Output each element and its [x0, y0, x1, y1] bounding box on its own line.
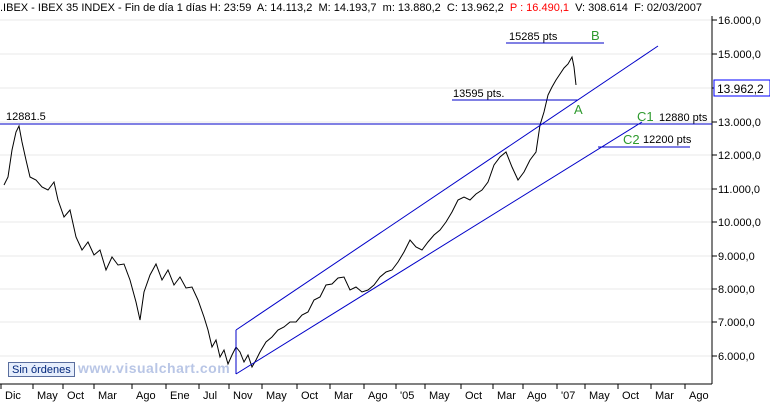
- top-level-label: 15285 pts: [509, 31, 558, 43]
- x-tick-label: Ago: [689, 390, 709, 402]
- x-tick-label: Nov: [233, 390, 253, 402]
- prev-value: P : 16.490,1: [509, 2, 569, 14]
- x-tick-label: Mar: [655, 390, 674, 402]
- c2-value-label: 12200 pts: [643, 134, 692, 146]
- x-tick-label: May: [37, 390, 58, 402]
- x-tick-label: May: [266, 390, 287, 402]
- high-value: M: 14.193,7: [318, 2, 377, 14]
- x-tick-label: Ago: [368, 390, 388, 402]
- date-value: F: 02/03/2007: [634, 2, 702, 14]
- c1-letter: C1: [637, 109, 654, 124]
- x-tick-label: Mar: [98, 390, 117, 402]
- order-status-button[interactable]: Sin órdenes: [8, 362, 75, 377]
- watermark-text: www.visualchart.com: [78, 360, 231, 376]
- open-value: A: 14.113,2: [256, 2, 313, 14]
- channel-upper-line: [235, 45, 659, 331]
- x-tick-label: Dic: [5, 390, 21, 402]
- x-tick-label: Ene: [170, 390, 190, 402]
- y-tick-label: 6.000,0: [718, 351, 755, 363]
- hour-value: H: 23:59: [209, 2, 252, 14]
- y-tick-label: 16.000,0: [718, 15, 761, 27]
- quote-header: .IBEX - IBEX 35 INDEX - Fin de día 1 día…: [0, 2, 702, 14]
- x-tick-label: Oct: [67, 390, 84, 402]
- y-tick-label: 10.000,0: [718, 217, 761, 229]
- y-tick-label: 13.000,0: [718, 117, 761, 129]
- y-tick-label: 8.000,0: [718, 284, 755, 296]
- channel-lower-line: [235, 121, 643, 375]
- x-tick-label: Oct: [465, 390, 482, 402]
- current-value-box: [713, 79, 770, 97]
- resistance-label: 12881.5: [6, 111, 46, 123]
- x-tick-label: '05: [400, 390, 414, 402]
- low-value: m: 13.880,2: [382, 2, 441, 14]
- x-tick-label: Mar: [497, 390, 516, 402]
- index-name: IBEX 35 INDEX: [37, 2, 115, 14]
- volume-value: V: 308.614: [575, 2, 628, 14]
- y-tick-label: 11.000,0: [718, 184, 760, 196]
- symbol-label: .IBEX: [0, 2, 29, 14]
- c2-letter: C2: [623, 132, 640, 147]
- x-tick-label: May: [429, 390, 450, 402]
- x-tick-label: May: [589, 390, 610, 402]
- x-tick-label: Jul: [203, 390, 217, 402]
- x-tick-label: Oct: [301, 390, 318, 402]
- x-tick-label: Mar: [334, 390, 353, 402]
- c1-value-label: 12880 pts: [659, 112, 708, 124]
- y-tick-label: 9.000,0: [718, 251, 755, 263]
- price-series-line: [3, 55, 577, 369]
- b-wave-letter: B: [591, 28, 600, 43]
- y-tick-label: 12.000,0: [718, 150, 761, 162]
- current-value-label: 13.962,2: [717, 82, 764, 96]
- x-tick-label: '07: [561, 390, 575, 402]
- y-tick-label: 15.000,0: [718, 49, 761, 61]
- x-tick-label: Oct: [622, 390, 639, 402]
- mid-level-label: 13595 pts.: [453, 88, 504, 100]
- a-wave-letter: A: [574, 102, 583, 117]
- x-tick-label: Ago: [136, 390, 156, 402]
- y-tick-label: 7.000,0: [718, 317, 755, 329]
- close-value: C: 13.962,2: [446, 2, 504, 14]
- x-tick-label: Ago: [527, 390, 547, 402]
- period-label: Fin de día 1 días: [124, 2, 207, 14]
